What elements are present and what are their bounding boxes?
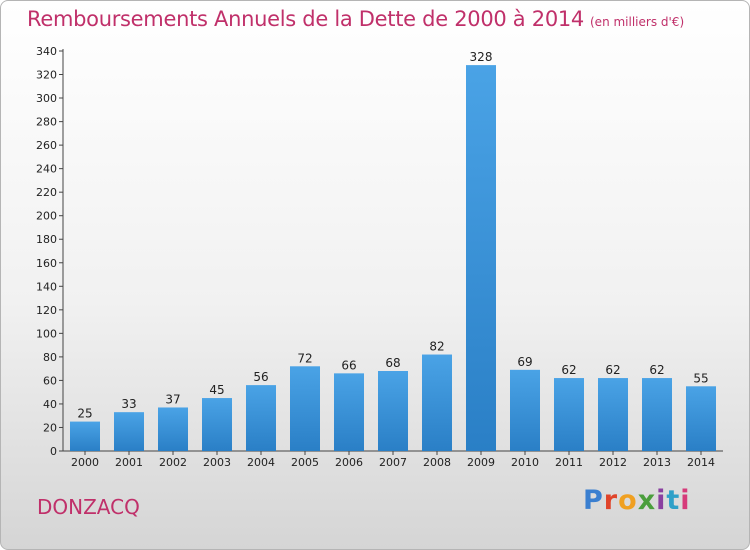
value-label-2002: 37: [165, 392, 180, 406]
y-tick-label: 340: [36, 45, 57, 58]
commune-name: DONZACQ: [37, 495, 140, 519]
bar-2005: [290, 366, 320, 451]
bar-2012: [598, 378, 628, 451]
x-tick-label: 2010: [511, 456, 539, 469]
logo-letter: i: [680, 485, 691, 516]
bar-2013: [642, 378, 672, 451]
x-tick-label: 2001: [115, 456, 143, 469]
x-tick-label: 2007: [379, 456, 407, 469]
value-label-2004: 56: [253, 370, 268, 384]
x-tick-label: 2012: [599, 456, 627, 469]
bar-2008: [422, 354, 452, 451]
bar-2000: [70, 421, 100, 451]
y-tick-label: 200: [36, 210, 57, 223]
x-tick-label: 2009: [467, 456, 495, 469]
proxiti-logo: Proxiti: [583, 485, 691, 516]
logo-letter: i: [656, 485, 667, 516]
logo-letter: P: [583, 485, 604, 516]
x-tick-label: 2000: [71, 456, 99, 469]
y-tick-label: 60: [43, 374, 57, 387]
y-tick-label: 240: [36, 163, 57, 176]
logo-letter: t: [666, 485, 681, 516]
y-tick-label: 300: [36, 92, 57, 105]
y-tick-label: 120: [36, 304, 57, 317]
bar-2006: [334, 373, 364, 451]
x-tick-label: 2002: [159, 456, 187, 469]
value-label-2001: 33: [121, 397, 136, 411]
value-label-2011: 62: [561, 363, 576, 377]
y-tick-label: 0: [50, 445, 57, 458]
x-tick-label: 2006: [335, 456, 363, 469]
y-tick-label: 20: [43, 421, 57, 434]
y-tick-label: 40: [43, 398, 57, 411]
value-label-2009: 328: [470, 50, 493, 64]
bar-2014: [686, 386, 716, 451]
bar-2011: [554, 378, 584, 451]
y-tick-label: 140: [36, 280, 57, 293]
x-tick-label: 2013: [643, 456, 671, 469]
y-tick-label: 220: [36, 186, 57, 199]
x-tick-label: 2011: [555, 456, 583, 469]
x-tick-label: 2005: [291, 456, 319, 469]
value-label-2000: 25: [77, 407, 92, 421]
bar-2004: [246, 385, 276, 451]
bar-2009: [466, 65, 496, 451]
y-tick-label: 280: [36, 116, 57, 129]
value-label-2005: 72: [297, 351, 312, 365]
value-label-2013: 62: [649, 363, 664, 377]
value-label-2012: 62: [605, 363, 620, 377]
bar-2001: [114, 412, 144, 451]
bar-2002: [158, 407, 188, 451]
y-tick-label: 320: [36, 69, 57, 82]
value-label-2006: 66: [341, 358, 356, 372]
chart-subtitle: (en milliers d'€): [590, 15, 685, 29]
bar-2003: [202, 398, 232, 451]
bar-2007: [378, 371, 408, 451]
logo-letter: o: [618, 485, 638, 516]
bar-2010: [510, 369, 540, 451]
value-label-2003: 45: [209, 383, 224, 397]
value-label-2007: 68: [385, 356, 400, 370]
y-tick-label: 180: [36, 233, 57, 246]
logo-letter: x: [637, 485, 657, 516]
value-label-2010: 69: [517, 355, 532, 369]
y-tick-label: 100: [36, 327, 57, 340]
chart-title: Remboursements Annuels de la Dette de 20…: [27, 7, 684, 31]
y-tick-label: 80: [43, 351, 57, 364]
x-tick-label: 2008: [423, 456, 451, 469]
y-tick-label: 260: [36, 139, 57, 152]
logo-letter: r: [603, 485, 619, 516]
x-tick-label: 2004: [247, 456, 275, 469]
chart-title-text: Remboursements Annuels de la Dette de 20…: [27, 7, 584, 31]
x-tick-label: 2003: [203, 456, 231, 469]
value-label-2014: 55: [693, 371, 708, 385]
value-label-2008: 82: [429, 340, 444, 354]
x-tick-label: 2014: [687, 456, 715, 469]
y-tick-label: 160: [36, 257, 57, 270]
